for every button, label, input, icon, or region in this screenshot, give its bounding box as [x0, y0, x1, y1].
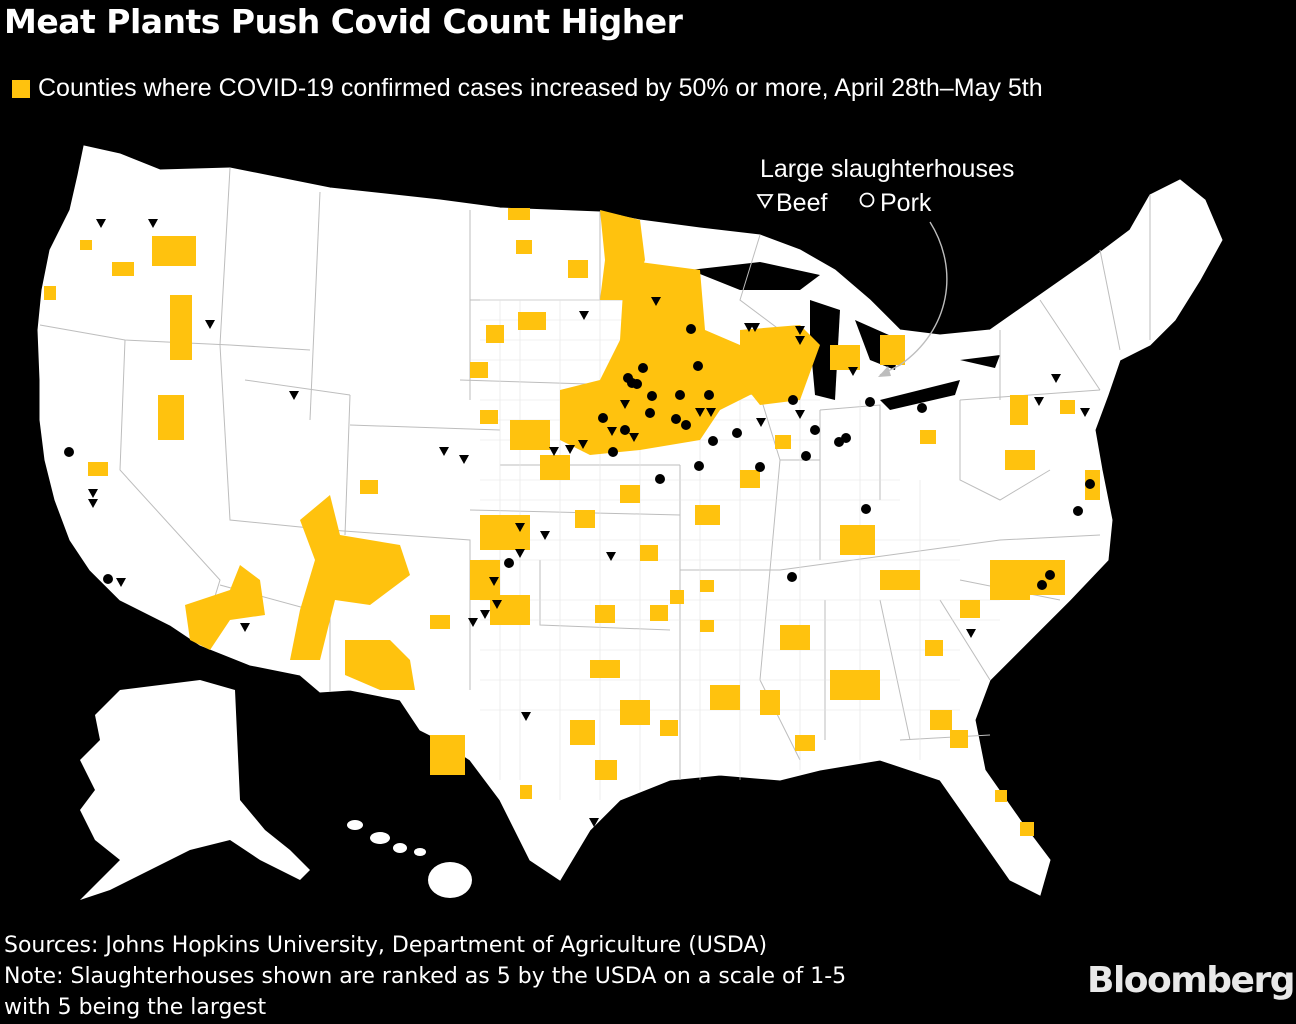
bloomberg-logo: Bloomberg	[1087, 960, 1295, 1001]
highlighted-counties	[44, 208, 1100, 836]
beef-plant-marker	[480, 610, 490, 619]
pork-plant-markers	[64, 324, 1095, 590]
beef-plant-marker	[540, 531, 550, 540]
beef-plant-marker	[205, 320, 215, 329]
pork-key-label: Pork	[880, 189, 932, 217]
pork-plant-marker	[704, 390, 714, 400]
beef-plant-marker	[795, 336, 805, 345]
pork-plant-marker	[865, 397, 875, 407]
beef-plant-marker	[589, 818, 599, 827]
sources-text: Sources: Johns Hopkins University, Depar…	[4, 933, 768, 958]
beef-key-label: Beef	[776, 189, 827, 217]
beef-plant-marker	[620, 400, 630, 409]
pork-plant-marker	[103, 574, 113, 584]
beef-plant-marker	[1051, 374, 1061, 383]
pork-plant-marker	[608, 447, 618, 457]
beef-plant-marker	[549, 447, 559, 456]
beef-plant-marker	[240, 623, 250, 632]
pork-plant-marker	[632, 379, 642, 389]
pork-plant-marker	[841, 433, 851, 443]
beef-plant-marker	[439, 447, 449, 456]
legend-swatch	[12, 79, 30, 98]
pork-plant-marker	[504, 558, 514, 568]
beef-plant-marker	[1080, 408, 1090, 417]
pork-plant-marker	[801, 451, 811, 461]
great-lakes	[690, 262, 1000, 410]
beef-plant-marker	[966, 629, 976, 638]
beef-plant-marker	[96, 219, 106, 228]
pork-plant-marker	[861, 504, 871, 514]
pork-plant-marker	[1045, 570, 1055, 580]
pork-plant-marker	[694, 461, 704, 471]
beef-plant-marker	[565, 445, 575, 454]
beef-plant-marker	[88, 499, 98, 508]
beef-plant-marker	[116, 578, 126, 587]
beef-plant-marker	[651, 297, 661, 306]
beef-plant-marker	[289, 391, 299, 400]
pork-plant-marker	[675, 390, 685, 400]
pork-plant-marker	[810, 425, 820, 435]
beef-plant-marker	[492, 600, 502, 609]
beef-plant-marker	[756, 418, 766, 427]
beef-plant-marker	[578, 440, 588, 449]
legend: Counties where COVID-19 confirmed cases …	[12, 74, 1043, 103]
beef-plant-marker	[1034, 397, 1044, 406]
beef-plant-marker	[459, 455, 469, 464]
key-title: Large slaughterhouses	[760, 155, 1014, 183]
pork-key-icon	[859, 192, 875, 208]
beef-plant-marker	[515, 549, 525, 558]
pork-plant-marker	[598, 413, 608, 423]
chart-title: Meat Plants Push Covid Count Higher	[4, 2, 683, 41]
pork-plant-marker	[1037, 580, 1047, 590]
pork-plant-marker	[1085, 479, 1095, 489]
pork-plant-marker	[671, 414, 681, 424]
footer-notes: Sources: Johns Hopkins University, Depar…	[4, 930, 846, 1023]
pork-plant-marker	[647, 391, 657, 401]
pork-plant-marker	[732, 428, 742, 438]
beef-plant-marker	[848, 367, 858, 376]
pork-plant-marker	[645, 408, 655, 418]
pork-plant-marker	[638, 363, 648, 373]
beef-plant-marker	[607, 427, 617, 436]
beef-plant-marker	[489, 577, 499, 586]
beef-plant-marker	[795, 410, 805, 419]
beef-plant-marker	[695, 408, 705, 417]
pork-plant-marker	[788, 395, 798, 405]
pork-plant-marker	[693, 361, 703, 371]
beef-plant-marker	[579, 311, 589, 320]
beef-plant-marker	[629, 433, 639, 442]
beef-plant-marker	[750, 323, 760, 332]
pork-plant-marker	[917, 403, 927, 413]
beef-plant-marker	[515, 523, 525, 532]
note-text-line2: with 5 being the largest	[4, 995, 267, 1020]
pork-plant-marker	[755, 462, 765, 472]
note-text-line1: Note: Slaughterhouses shown are ranked a…	[4, 964, 847, 989]
beef-plant-marker	[468, 618, 478, 627]
alaska-land	[80, 680, 310, 900]
pork-plant-marker	[787, 572, 797, 582]
pork-plant-marker	[655, 474, 665, 484]
beef-plant-marker	[606, 552, 616, 561]
pork-plant-marker	[620, 425, 630, 435]
beef-key-icon	[756, 194, 774, 209]
pork-plant-marker	[686, 324, 696, 334]
beef-plant-marker	[521, 712, 531, 721]
conterminous-us-land	[37, 145, 1223, 896]
beef-plant-markers	[88, 219, 1090, 827]
pork-plant-marker	[1073, 506, 1083, 516]
legend-label: Counties where COVID-19 confirmed cases …	[38, 74, 1043, 102]
pork-plant-marker	[681, 420, 691, 430]
beef-plant-marker	[148, 219, 158, 228]
key-leader-arrowhead	[878, 366, 891, 377]
hawaii-land	[347, 820, 472, 898]
pork-plant-marker	[708, 436, 718, 446]
key-leader-line	[879, 221, 948, 376]
beef-plant-marker	[88, 489, 98, 498]
beef-plant-marker	[795, 326, 805, 335]
beef-plant-marker	[706, 408, 716, 417]
pork-plant-marker	[64, 447, 74, 457]
